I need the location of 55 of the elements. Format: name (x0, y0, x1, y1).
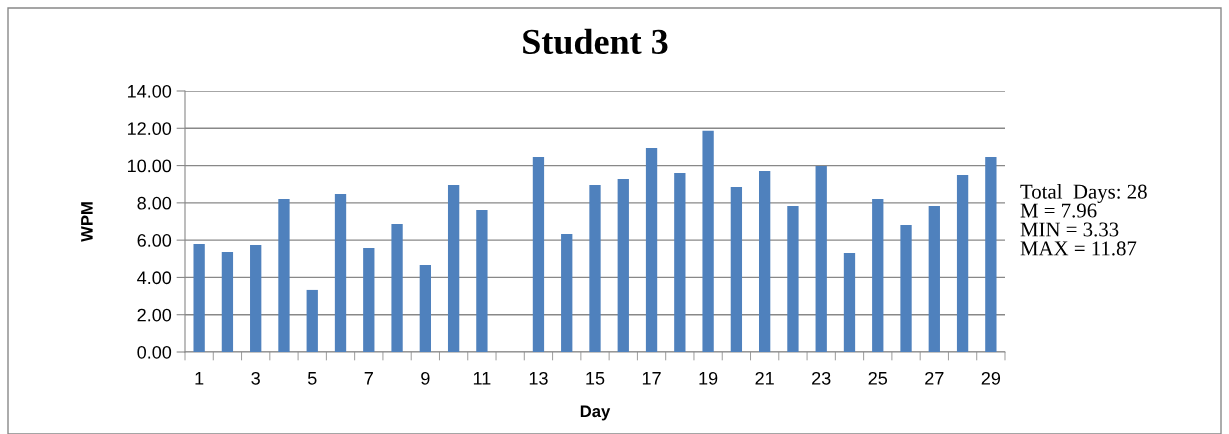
bar (278, 198, 290, 352)
x-tick-label: 29 (981, 371, 1001, 385)
x-tick-label: 21 (755, 371, 774, 385)
bar (843, 253, 856, 352)
x-tick-label: 27 (925, 371, 944, 385)
x-tick-label: 17 (642, 372, 661, 385)
bar (221, 252, 234, 352)
bar (787, 206, 799, 352)
bar (363, 247, 375, 352)
y-tick-label: 2.00 (137, 308, 172, 322)
x-tick-label: 25 (868, 371, 888, 385)
x-tick-label: 13 (529, 371, 548, 385)
bar (928, 206, 940, 352)
bar (730, 187, 743, 352)
bar (419, 264, 431, 352)
y-tick-label: 10.00 (128, 159, 172, 173)
x-tick-label: 15 (586, 372, 605, 385)
x-tick-label: 7 (364, 372, 373, 385)
y-tick-label: 0.00 (137, 345, 172, 359)
bar (702, 130, 714, 352)
bar (193, 244, 205, 352)
bar (900, 225, 912, 352)
bar (674, 173, 686, 352)
bar (306, 289, 318, 352)
x-tick-label: 23 (812, 371, 831, 385)
x-axis-title: Day (580, 405, 611, 421)
bar (476, 209, 488, 352)
chart-title: Student 3 (523, 28, 668, 55)
y-tick-label: 6.00 (137, 234, 172, 247)
bar (561, 233, 573, 352)
bar (334, 193, 347, 352)
bar (532, 157, 545, 352)
y-axis-title: WPM (81, 202, 93, 242)
x-tick-label: 9 (421, 371, 430, 385)
bar (645, 148, 658, 352)
x-tick-label: 11 (473, 372, 491, 385)
x-tick-label: 19 (699, 371, 718, 385)
bar (956, 174, 969, 352)
bar (447, 184, 460, 352)
bar (250, 244, 262, 352)
y-tick-label: 14.00 (128, 84, 172, 98)
bar (617, 178, 629, 352)
bar (759, 170, 771, 352)
x-tick-label: 3 (251, 371, 260, 385)
bar (391, 223, 403, 352)
bar (985, 157, 997, 352)
text: Total Days: 28 M = 7.96 MIN = 3.33 MAX = 11.87 (1020, 184, 1147, 256)
y-tick-label: 4.00 (137, 271, 172, 285)
bar (589, 184, 601, 352)
x-tick-label: 1 (195, 372, 204, 385)
y-tick-label: 8.00 (137, 196, 172, 210)
x-tick-label: 5 (307, 372, 317, 385)
y-tick-label: 12.00 (128, 122, 172, 136)
bar (815, 165, 827, 352)
bar (872, 198, 884, 352)
